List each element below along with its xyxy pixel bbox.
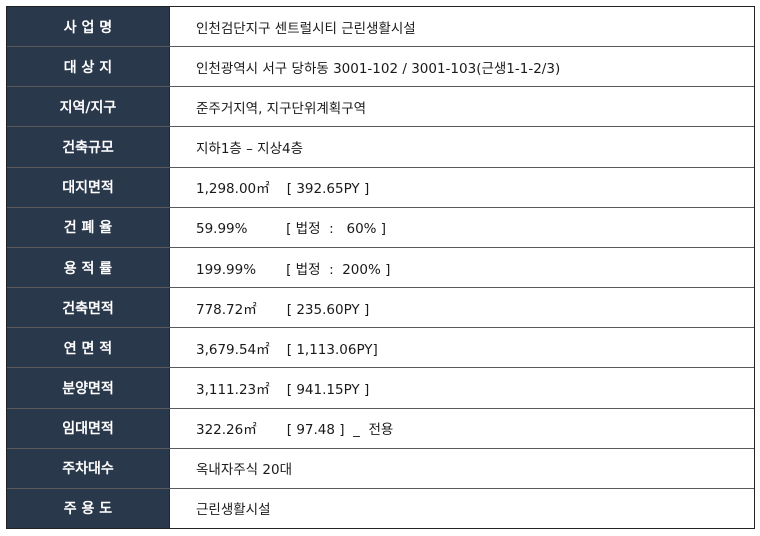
row-label: 건축규모 xyxy=(7,127,170,167)
row-value: 59.99% [ 법정 : 60% ] xyxy=(196,221,387,238)
row-value: 1,298.00㎡ [ 392.65PY ] xyxy=(196,181,370,198)
row-value: 3,111.23㎡ [ 941.15PY ] xyxy=(196,381,370,398)
row-value: 778.72㎡ [ 235.60PY ] xyxy=(196,301,370,318)
table-row-zoning: 지역/지구 준주거지역, 지구단위계획구역 xyxy=(7,87,754,128)
table-row-gross-floor-area: 연 면 적 3,679.54㎡ [ 1,113.06PY] xyxy=(7,328,754,369)
table-row-main-use: 주 용 도 근린생활시설 xyxy=(7,488,754,529)
row-label: 연 면 적 xyxy=(7,328,170,368)
row-value: 인천검단지구 센트럴시티 근린생활시설 xyxy=(196,20,416,37)
row-value: 지하1층 – 지상4층 xyxy=(196,141,304,158)
table-row-parking: 주차대수 옥내자주식 20대 xyxy=(7,448,754,489)
row-label: 주차대수 xyxy=(7,448,170,488)
table-row-project-name: 사 업 명 인천검단지구 센트럴시티 근린생활시설 xyxy=(7,7,754,48)
row-value: 옥내자주식 20대 xyxy=(196,462,292,479)
table-row-lease-area: 임대면적 322.26㎡ [ 97.48 ] _ 전용 xyxy=(7,408,754,449)
row-label: 대 상 지 xyxy=(7,47,170,87)
row-label: 임대면적 xyxy=(7,408,170,448)
row-value: 322.26㎡ [ 97.48 ] _ 전용 xyxy=(196,422,394,439)
row-label: 지역/지구 xyxy=(7,87,170,127)
table-row-site: 대 상 지 인천광역시 서구 당하동 3001-102 / 3001-103(근… xyxy=(7,47,754,88)
row-label: 분양면적 xyxy=(7,368,170,408)
row-label: 대지면적 xyxy=(7,167,170,207)
row-value: 준주거지역, 지구단위계획구역 xyxy=(196,100,367,117)
row-value: 199.99% [ 법정 : 200% ] xyxy=(196,261,391,278)
project-overview-table: 사 업 명 인천검단지구 센트럴시티 근린생활시설 대 상 지 인천광역시 서구… xyxy=(6,6,755,529)
table-row-site-area: 대지면적 1,298.00㎡ [ 392.65PY ] xyxy=(7,167,754,208)
row-label: 용 적 률 xyxy=(7,247,170,288)
table-row-building-coverage: 건 폐 율 59.99% [ 법정 : 60% ] xyxy=(7,207,754,248)
row-label: 사 업 명 xyxy=(7,7,170,47)
row-label: 건 폐 율 xyxy=(7,207,170,247)
row-label: 주 용 도 xyxy=(7,488,170,529)
table-row-building-scale: 건축규모 지하1층 – 지상4층 xyxy=(7,127,754,168)
row-value: 3,679.54㎡ [ 1,113.06PY] xyxy=(196,341,378,358)
row-value: 근린생활시설 xyxy=(196,502,271,519)
table-row-floor-area-ratio: 용 적 률 199.99% [ 법정 : 200% ] xyxy=(7,247,754,289)
row-value: 인천광역시 서구 당하동 3001-102 / 3001-103(근생1-1-2… xyxy=(196,60,561,77)
row-label: 건축면적 xyxy=(7,288,170,328)
table-row-building-area: 건축면적 778.72㎡ [ 235.60PY ] xyxy=(7,288,754,329)
table-row-sale-area: 분양면적 3,111.23㎡ [ 941.15PY ] xyxy=(7,368,754,409)
